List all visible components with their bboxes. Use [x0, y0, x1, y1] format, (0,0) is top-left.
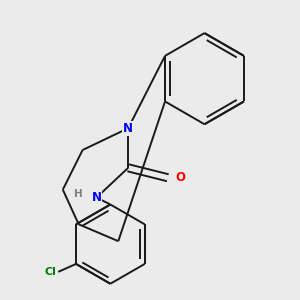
Text: O: O — [176, 171, 186, 184]
Text: N: N — [123, 122, 133, 135]
Text: H: H — [74, 189, 83, 199]
Text: N: N — [92, 191, 101, 204]
Text: Cl: Cl — [44, 267, 56, 277]
